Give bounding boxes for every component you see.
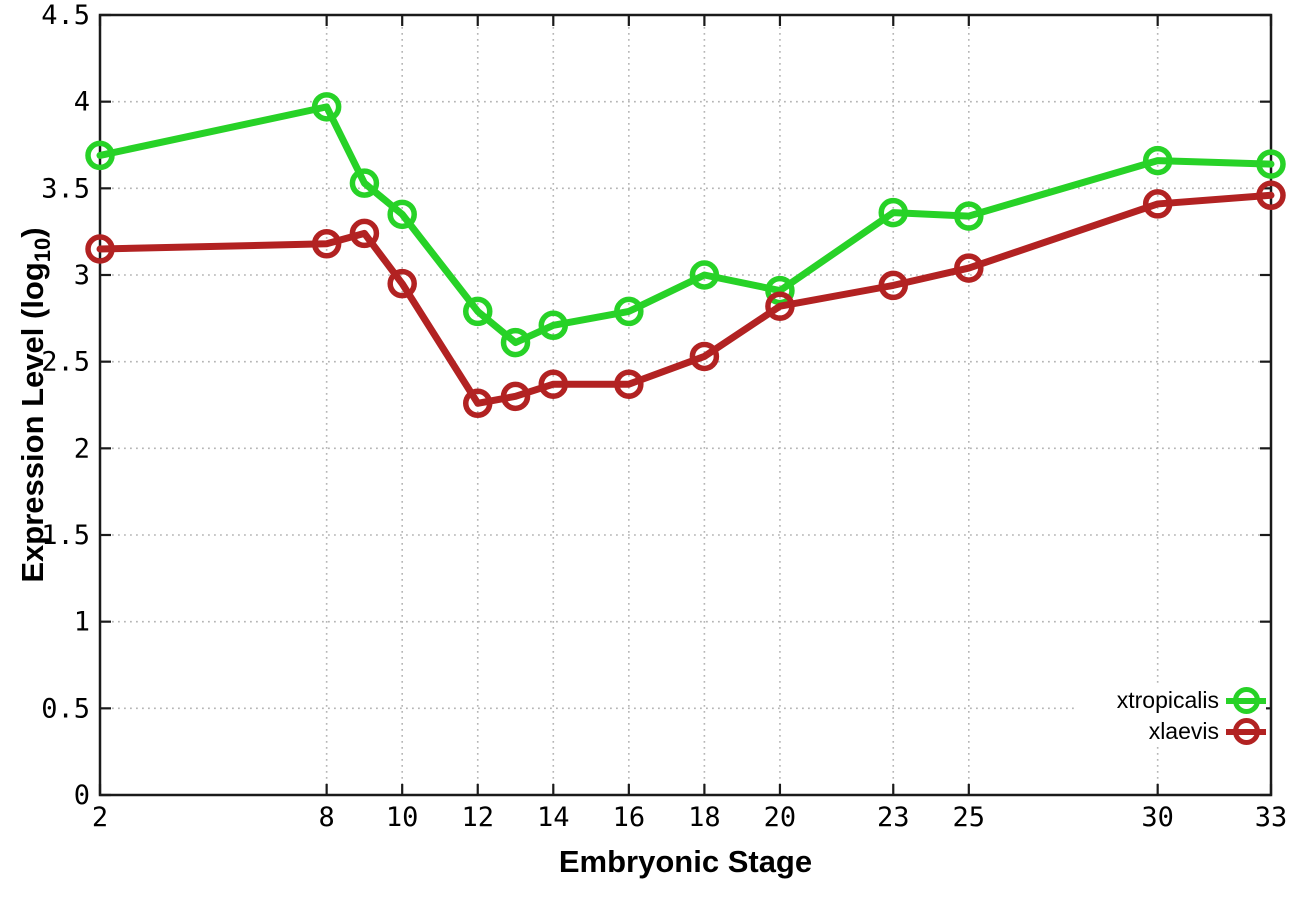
legend-label-xtropicalis: xtropicalis bbox=[1116, 687, 1219, 713]
x-tick-label: 18 bbox=[688, 802, 721, 833]
plot-border bbox=[98, 13, 1273, 797]
marker-xlaevis bbox=[500, 381, 531, 412]
y-tick-label: 1 bbox=[74, 607, 90, 638]
y-axis-title: Expression Level (log10) bbox=[15, 227, 55, 583]
marker-xtropicalis bbox=[878, 197, 909, 228]
y-tick-label: 1.5 bbox=[41, 520, 90, 551]
y-axis-title-suffix: ) bbox=[15, 227, 50, 238]
open-circle-icon bbox=[1233, 718, 1260, 745]
marker-xlaevis bbox=[538, 369, 569, 399]
legend-marker-xlaevis bbox=[1226, 716, 1266, 747]
marker-xtropicalis bbox=[1256, 149, 1286, 179]
marker-xlaevis bbox=[689, 341, 720, 372]
y-tick-label: 4 bbox=[74, 87, 90, 118]
x-tick-label: 2 bbox=[92, 802, 108, 833]
marker-xtropicalis bbox=[387, 199, 417, 230]
marker-xlaevis bbox=[349, 218, 380, 249]
x-tick-label: 30 bbox=[1141, 802, 1174, 833]
x-tick-label: 25 bbox=[953, 802, 986, 833]
marker-xlaevis bbox=[1142, 189, 1173, 219]
x-tick-label: 12 bbox=[461, 802, 494, 833]
marker-xlaevis bbox=[311, 229, 342, 259]
y-tick-label: 2.5 bbox=[41, 347, 90, 378]
x-tick-label: 10 bbox=[386, 802, 419, 833]
x-tick-label: 33 bbox=[1255, 802, 1288, 833]
marker-xlaevis bbox=[462, 388, 493, 419]
marker-xlaevis bbox=[85, 234, 115, 264]
y-axis-title-main: Expression Level (log bbox=[15, 262, 50, 583]
marker-xlaevis bbox=[954, 253, 984, 283]
marker-xtropicalis bbox=[538, 310, 569, 341]
y-tick-label: 0.5 bbox=[41, 693, 90, 724]
y-tick-label: 2 bbox=[74, 433, 90, 464]
marker-xlaevis bbox=[1256, 180, 1286, 211]
marker-xlaevis bbox=[614, 369, 644, 399]
marker-xtropicalis bbox=[689, 260, 720, 290]
x-tick-label: 20 bbox=[764, 802, 797, 833]
chart-legend: xtropicalis xlaevis bbox=[1074, 685, 1266, 747]
marker-xtropicalis bbox=[462, 296, 493, 327]
y-tick-label: 4.5 bbox=[41, 0, 90, 31]
legend-row-xtropicalis: xtropicalis bbox=[1074, 685, 1266, 716]
marker-xlaevis bbox=[878, 270, 909, 301]
x-tick-label: 23 bbox=[877, 802, 910, 833]
y-tick-label: 3.5 bbox=[41, 173, 90, 204]
marker-xtropicalis bbox=[954, 201, 984, 231]
marker-xtropicalis bbox=[500, 327, 531, 358]
x-tick-label: 16 bbox=[613, 802, 646, 833]
series-line-xlaevis bbox=[96, 191, 1275, 407]
marker-xlaevis bbox=[765, 291, 795, 321]
marker-xtropicalis bbox=[1142, 145, 1173, 176]
open-circle-icon bbox=[1233, 687, 1260, 714]
legend-marker-xtropicalis bbox=[1226, 685, 1266, 716]
y-tick-label: 3 bbox=[74, 260, 90, 291]
x-tick-label: 8 bbox=[319, 802, 335, 833]
y-axis-title-subscript: 10 bbox=[30, 237, 55, 263]
marker-xtropicalis bbox=[349, 168, 380, 198]
marker-xtropicalis bbox=[614, 296, 644, 327]
x-tick-label: 14 bbox=[537, 802, 570, 833]
legend-row-xlaevis: xlaevis bbox=[1074, 716, 1266, 747]
legend-label-xlaevis: xlaevis bbox=[1148, 718, 1219, 744]
y-tick-label: 0 bbox=[74, 780, 90, 811]
marker-xlaevis bbox=[387, 268, 417, 299]
marker-xtropicalis bbox=[85, 140, 115, 171]
marker-xtropicalis bbox=[765, 275, 795, 306]
x-axis-title: Embryonic Stage bbox=[558, 844, 813, 879]
marker-xtropicalis bbox=[311, 92, 342, 122]
